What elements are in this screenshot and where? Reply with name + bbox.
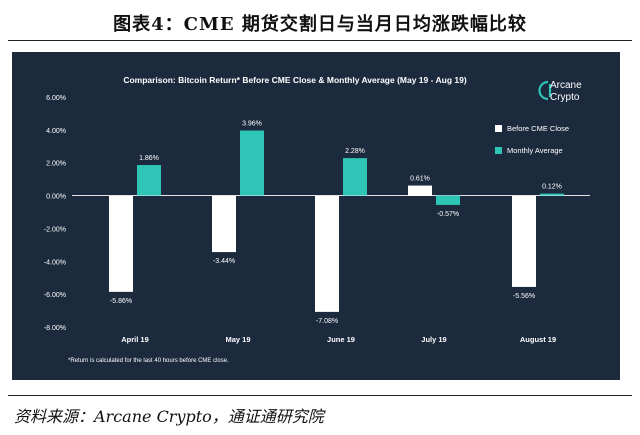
legend-label: Before CME Close xyxy=(507,124,569,133)
data-label: -5.86% xyxy=(110,298,132,305)
bar-monthly-average xyxy=(137,165,161,196)
bar-before-cme-close xyxy=(512,195,536,287)
chart-title: Comparison: Bitcoin Return* Before CME C… xyxy=(123,75,467,85)
data-label: -7.08% xyxy=(316,318,338,325)
bar-monthly-average xyxy=(343,158,367,196)
x-tick-label: July 19 xyxy=(421,335,446,344)
arcane-crypto-logo-icon xyxy=(538,80,552,101)
y-tick-label: 2.00% xyxy=(46,161,66,168)
y-tick-label: -4.00% xyxy=(44,259,66,266)
chart-footnote: *Return is calculated for the last 40 ho… xyxy=(68,358,229,364)
caption-rule xyxy=(8,40,632,41)
logo-line-1: Arcane xyxy=(550,80,582,91)
bar-monthly-average xyxy=(540,193,564,196)
bar-monthly-average xyxy=(436,195,460,205)
source-rule xyxy=(8,395,632,396)
bar-before-cme-close xyxy=(109,195,133,292)
bar-before-cme-close xyxy=(315,195,339,312)
bar-before-cme-close xyxy=(212,195,236,253)
bar-monthly-average xyxy=(240,130,264,196)
y-tick-label: -8.00% xyxy=(44,325,66,332)
data-label: 1.86% xyxy=(139,155,159,162)
source-note: 资料来源：Arcane Crypto，通证通研究院 xyxy=(14,407,324,426)
figure-caption: 图表4：CME 期货交割日与当月日均涨跌幅比较 xyxy=(113,14,527,35)
data-label: 0.12% xyxy=(542,184,562,191)
y-tick-label: 6.00% xyxy=(46,95,66,102)
logo-line-2: Crypto xyxy=(550,92,580,103)
y-tick-label: -6.00% xyxy=(44,292,66,299)
x-tick-label: May 19 xyxy=(225,335,250,344)
legend-swatch xyxy=(495,125,502,132)
x-tick-label: April 19 xyxy=(121,335,149,344)
legend-swatch xyxy=(495,147,502,154)
data-label: -0.57% xyxy=(437,211,459,218)
x-tick-label: June 19 xyxy=(327,335,355,344)
bar-before-cme-close xyxy=(408,185,432,196)
data-label: 3.96% xyxy=(242,121,262,128)
legend-label: Monthly Average xyxy=(507,146,563,155)
data-label: 0.61% xyxy=(410,176,430,183)
y-tick-label: 4.00% xyxy=(46,128,66,135)
data-label: -3.44% xyxy=(213,258,235,265)
logo-text: Arcane Crypto xyxy=(550,80,582,104)
y-tick-label: 0.00% xyxy=(46,194,66,201)
x-tick-label: August 19 xyxy=(520,335,556,344)
data-label: 2.28% xyxy=(345,148,365,155)
y-tick-label: -2.00% xyxy=(44,226,66,233)
data-label: -5.56% xyxy=(513,293,535,300)
